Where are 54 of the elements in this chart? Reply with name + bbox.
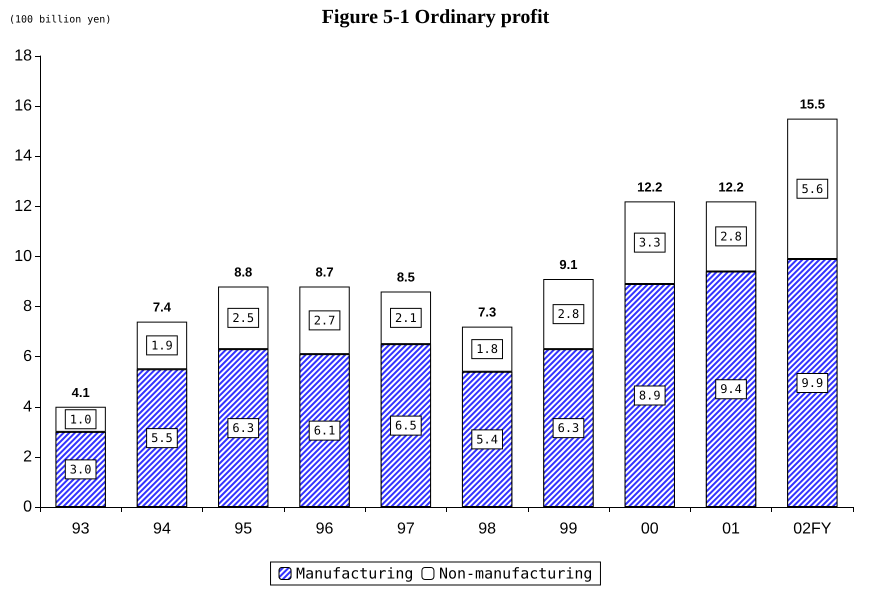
data-label: 5.6 <box>802 182 824 196</box>
y-tick-label: 14 <box>14 148 32 165</box>
total-label: 8.5 <box>396 270 415 285</box>
data-label: 2.8 <box>720 229 742 244</box>
total-label: 12.2 <box>637 179 662 194</box>
y-tick-label: 2 <box>23 448 32 466</box>
total-label: 9.1 <box>559 256 578 272</box>
data-label: 2.5 <box>232 310 254 325</box>
data-label: 2.1 <box>395 310 417 325</box>
data-label: 8.9 <box>638 388 661 403</box>
total-label: 4.1 <box>72 384 90 400</box>
x-tick-label: 95 <box>234 520 252 538</box>
data-label: 6.5 <box>395 418 417 433</box>
data-label: 3.3 <box>638 236 661 250</box>
total-label: 15.5 <box>800 96 826 112</box>
data-label: 1.0 <box>70 412 92 426</box>
y-tick-label: 0 <box>23 498 32 516</box>
y-tick-label: 12 <box>14 198 32 215</box>
data-label: 9.9 <box>802 376 824 390</box>
y-tick-label: 18 <box>14 48 32 64</box>
total-label: 7.4 <box>152 300 172 315</box>
data-label: 6.3 <box>558 421 580 436</box>
x-tick-label: 99 <box>560 520 578 538</box>
total-label: 7.3 <box>478 304 496 320</box>
data-label: 2.8 <box>558 307 580 322</box>
y-tick-label: 4 <box>23 398 32 416</box>
y-tick-label: 8 <box>23 298 32 316</box>
x-tick-label: 96 <box>316 520 334 538</box>
x-tick-label: 93 <box>72 520 90 538</box>
x-tick-label: 97 <box>396 520 415 538</box>
total-label: 12.2 <box>718 179 744 194</box>
data-label: 1.9 <box>151 338 173 352</box>
legend-label: Non-manufacturing <box>438 564 592 582</box>
data-label: 5.5 <box>151 431 173 446</box>
data-label: 6.1 <box>314 424 336 438</box>
data-label: 3.0 <box>70 462 92 476</box>
data-label: 6.3 <box>232 421 254 436</box>
x-tick-label: 94 <box>153 520 171 538</box>
data-label: 2.7 <box>314 313 336 328</box>
x-tick-label: 00 <box>640 520 659 538</box>
data-label: 9.4 <box>720 382 742 396</box>
data-label: 5.4 <box>476 432 498 446</box>
y-tick-label: 16 <box>14 98 32 115</box>
chart-title: Figure 5-1 Ordinary profit <box>322 6 550 28</box>
data-label: 1.8 <box>476 342 498 356</box>
x-tick-label: 98 <box>478 520 496 538</box>
total-label: 8.8 <box>234 264 252 280</box>
legend-label: Manufacturing <box>296 564 414 582</box>
x-tick-label: 02FY <box>793 520 832 538</box>
x-tick-label: 01 <box>722 520 740 538</box>
total-label: 8.7 <box>316 264 334 280</box>
y-tick-label: 10 <box>14 248 32 265</box>
y-tick-label: 6 <box>23 348 32 366</box>
y-axis-title: (100 billion yen) <box>9 14 112 26</box>
